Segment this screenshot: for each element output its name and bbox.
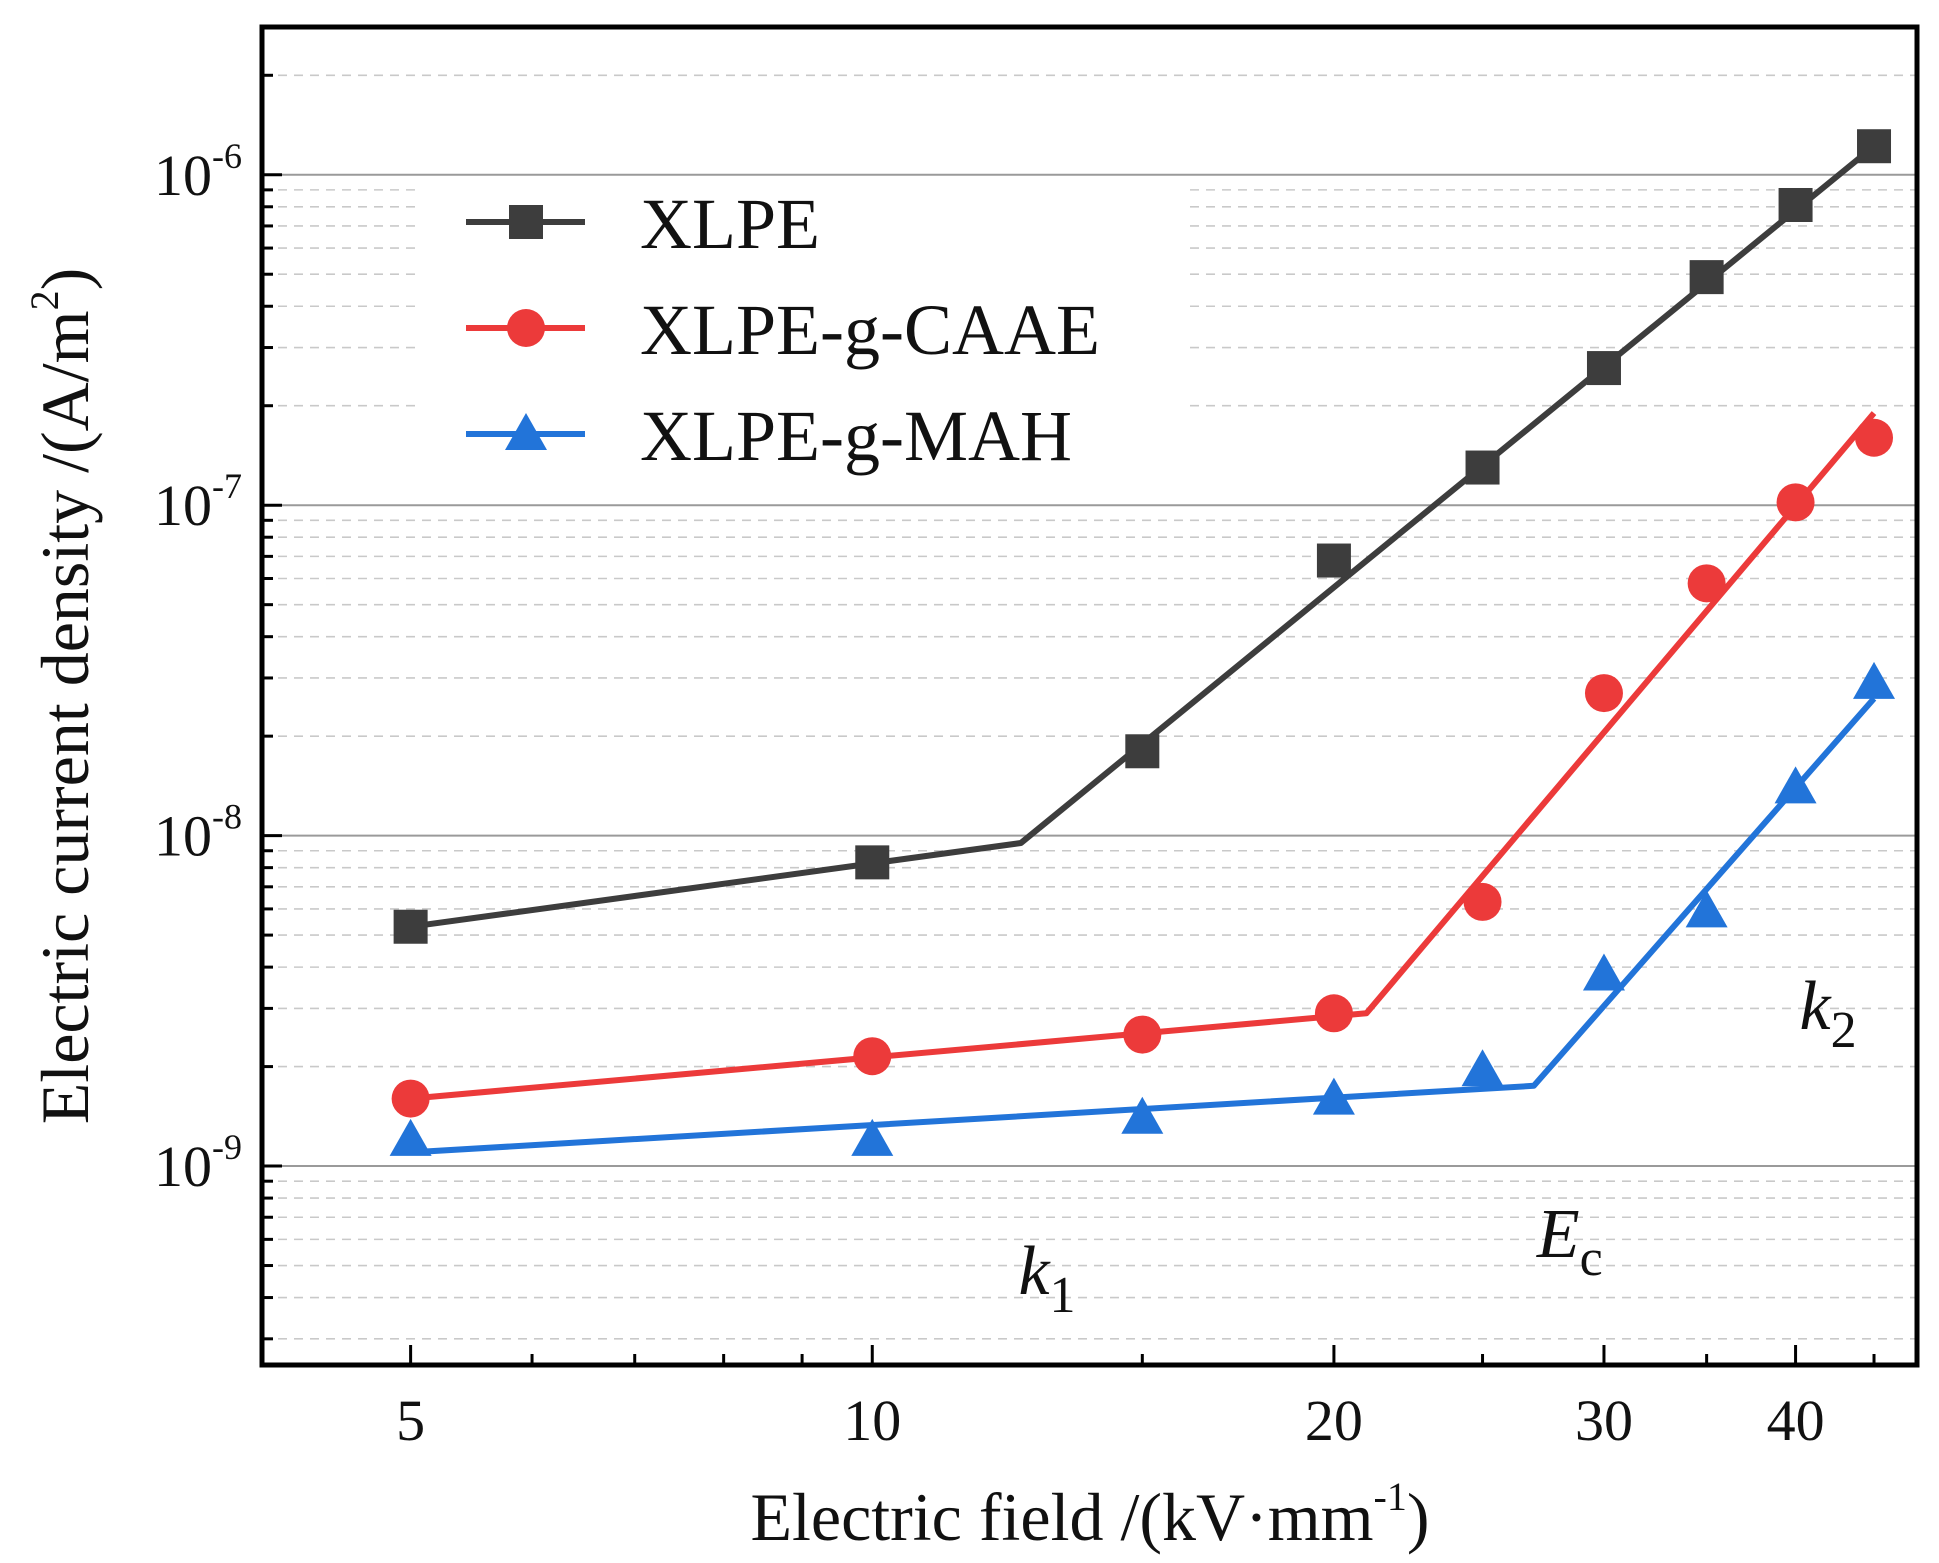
data-point-xlpe-g-caae <box>391 1079 430 1118</box>
tick-labels: 10-910-810-710-65 10 20 30 40 <box>154 136 1825 1453</box>
data-point-xlpe-g-caae <box>1687 564 1726 603</box>
y-axis-title: Electric current density /(A/m2) <box>22 268 103 1124</box>
annotation-base: k <box>1800 968 1833 1045</box>
data-point-xlpe-g-mah <box>1853 661 1896 699</box>
fit-line-xlpe-g-caae <box>410 411 1877 1102</box>
data-point-xlpe <box>1586 351 1621 386</box>
data-point-xlpe <box>1857 129 1892 164</box>
data-point-xlpe-g-mah <box>851 1118 894 1156</box>
data-point-xlpe-g-mah <box>389 1118 432 1156</box>
data-point-xlpe-g-mah <box>1774 766 1817 804</box>
y-tick-exponent: -9 <box>212 1127 242 1167</box>
annotation-base: k <box>1018 1233 1051 1310</box>
y-tick-label: 10-7 <box>154 466 242 538</box>
y-tick-label: 10-9 <box>154 1127 242 1199</box>
legend: XLPE XLPE-g-CAAE XLPE-g-MAH <box>466 184 1100 476</box>
axes <box>259 24 1920 1368</box>
y-tick-base: 10 <box>154 804 212 869</box>
annotation-k2: k2 <box>1800 968 1857 1059</box>
data-point-xlpe-g-caae <box>1463 882 1502 921</box>
data-point-xlpe <box>855 845 890 880</box>
fit-line-xlpe-g-mah <box>410 696 1877 1156</box>
annotation-subscript: 2 <box>1831 1002 1857 1059</box>
y-tick-exponent: -6 <box>212 136 242 176</box>
legend-label-xlpe: XLPE <box>640 184 820 264</box>
data-point-xlpe-g-caae <box>853 1037 892 1076</box>
legend-label-xlpe-g-mah: XLPE-g-MAH <box>640 396 1072 476</box>
y-tick-base: 10 <box>154 1134 212 1199</box>
data-point-xlpe <box>1778 187 1813 222</box>
data-point-xlpe-g-caae <box>1123 1015 1162 1054</box>
x-tick-label: 40 <box>1767 1388 1825 1453</box>
data-markers <box>389 129 1896 1156</box>
data-point-xlpe-g-mah <box>1582 953 1625 991</box>
plot-frame <box>259 24 1920 1368</box>
x-tick-label: 10 <box>843 1388 901 1453</box>
legend-label-xlpe-g-caae: XLPE-g-CAAE <box>640 290 1100 370</box>
data-point-xlpe-g-mah <box>1685 890 1728 928</box>
legend-marker-xlpe-g-caae <box>507 309 545 347</box>
y-tick-exponent: -7 <box>212 466 242 506</box>
x-tick-label: 5 <box>396 1388 425 1453</box>
ticks <box>262 73 1876 1365</box>
annotation-Ec: Ec <box>1536 1196 1603 1287</box>
data-point-xlpe-g-caae <box>1314 994 1353 1033</box>
legend-marker-xlpe <box>509 205 543 239</box>
data-point-xlpe-g-mah <box>1461 1049 1504 1087</box>
data-point-xlpe-g-caae <box>1584 674 1623 713</box>
data-point-xlpe <box>1316 543 1351 578</box>
x-tick-label: 30 <box>1575 1388 1633 1453</box>
data-point-xlpe <box>1125 734 1160 769</box>
data-point-xlpe-g-caae <box>1776 483 1815 522</box>
y-tick-base: 10 <box>154 473 212 538</box>
y-tick-exponent: -8 <box>212 797 242 837</box>
y-tick-label: 10-8 <box>154 797 242 869</box>
data-point-xlpe-g-mah <box>1121 1096 1164 1134</box>
legend-marker-xlpe-g-mah <box>505 413 547 450</box>
x-tick-label: 20 <box>1305 1388 1363 1453</box>
x-axis-title: Electric field /(kV·mm-1) <box>750 1474 1429 1555</box>
annotation-subscript: 1 <box>1050 1267 1076 1324</box>
data-point-xlpe <box>393 909 428 944</box>
y-tick-base: 10 <box>154 143 212 208</box>
data-point-xlpe <box>1689 260 1724 295</box>
annotation-k1: k1 <box>1018 1233 1075 1324</box>
annotation-base: E <box>1536 1196 1580 1273</box>
data-point-xlpe <box>1465 450 1500 485</box>
annotation-subscript: c <box>1580 1230 1603 1287</box>
data-point-xlpe-g-mah <box>1312 1077 1355 1115</box>
y-tick-label: 10-6 <box>154 136 242 208</box>
data-point-xlpe-g-caae <box>1855 418 1894 457</box>
